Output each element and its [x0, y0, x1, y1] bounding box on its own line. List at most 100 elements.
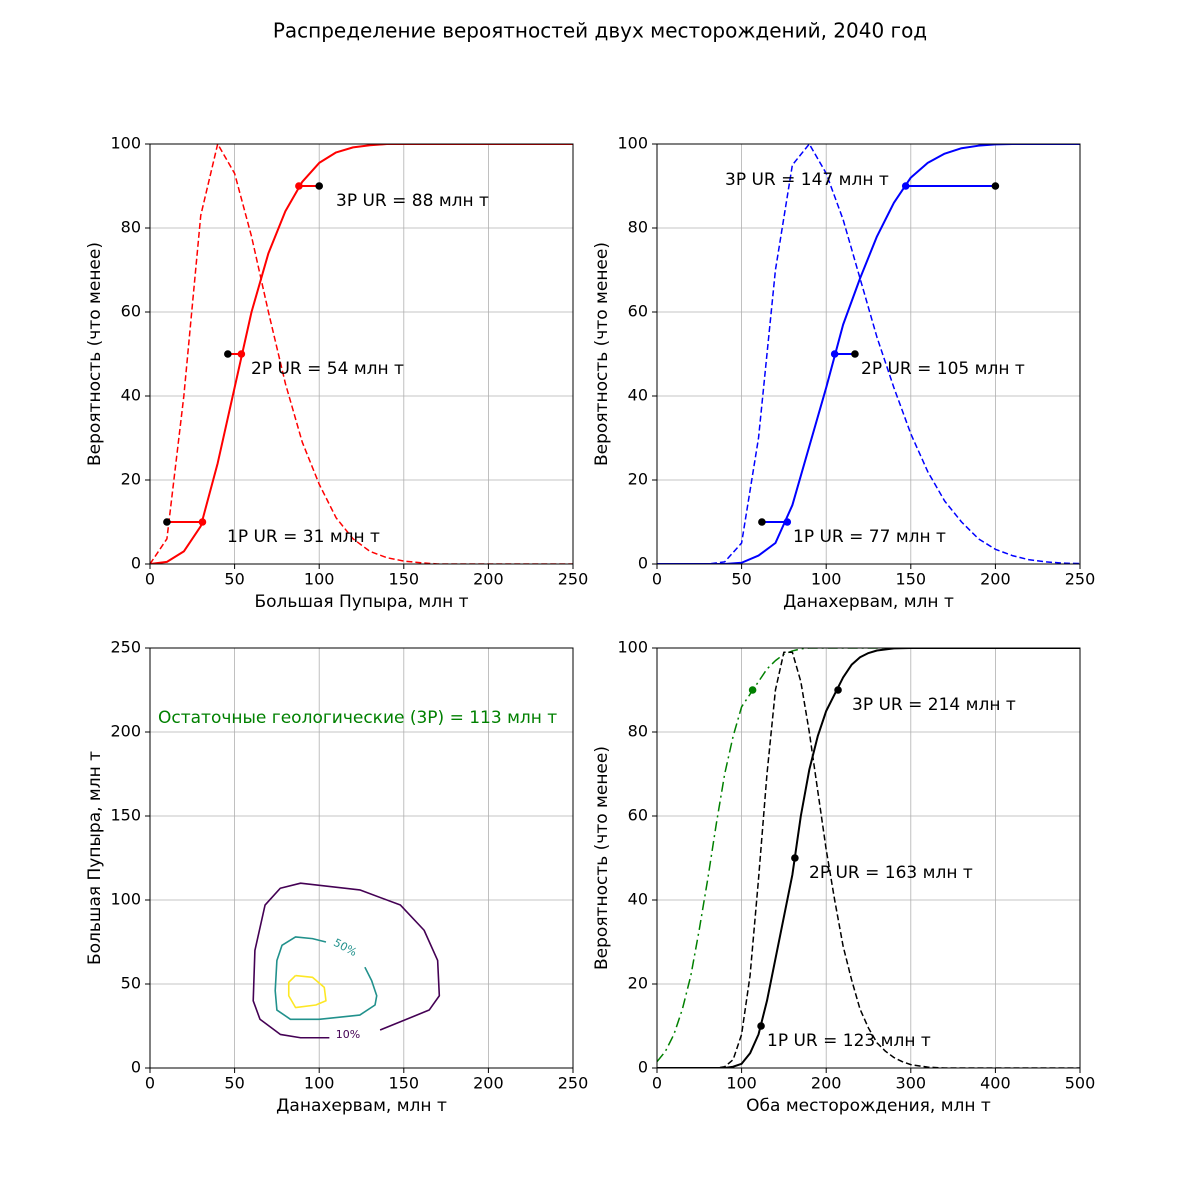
y-tick-label: 100 [110, 890, 141, 909]
x-tick-label: 150 [389, 1074, 420, 1093]
y-tick-label: 40 [628, 386, 648, 405]
marker [830, 350, 839, 358]
annotation: 2P UR = 105 млн т [861, 359, 1025, 379]
x-tick-label: 100 [304, 570, 335, 589]
marker [834, 686, 842, 694]
plot-frame [149, 647, 574, 1069]
x-tick-label: 0 [652, 1074, 662, 1093]
marker [163, 518, 171, 526]
x-tick-label: 400 [980, 1074, 1011, 1093]
contour-label: 50% [331, 936, 359, 959]
annotation: 3P UR = 147 млн т [725, 170, 889, 190]
y-tick-label: 60 [628, 302, 648, 321]
curve [657, 144, 1080, 564]
figure-title: Распределение вероятностей двух месторож… [273, 19, 927, 43]
y-tick-label: 100 [110, 134, 141, 153]
annotation: 2P UR = 163 млн т [809, 863, 973, 883]
y-tick-label: 80 [628, 722, 648, 741]
y-tick-label: 60 [121, 302, 141, 321]
y-tick-label: 200 [110, 722, 141, 741]
x-tick-label: 500 [1065, 1074, 1096, 1093]
x-tick-label: 200 [473, 570, 504, 589]
y-tick-label: 0 [638, 554, 648, 573]
contour-label: 10% [336, 1028, 360, 1041]
marker [224, 350, 232, 358]
x-tick-label: 200 [811, 1074, 842, 1093]
marker [783, 518, 792, 526]
marker [198, 518, 207, 526]
curve [657, 648, 1080, 1068]
x-tick-label: 250 [558, 1074, 589, 1093]
marker [758, 518, 766, 526]
marker [851, 350, 859, 358]
y-axis-label: Большая Пупыра, млн т [85, 751, 105, 965]
subplot: 0 100 200 300 400 500 0 20 40 60 80 100 Оба месторож… [592, 638, 1095, 1117]
plot-frame [656, 143, 1081, 565]
y-tick-label: 50 [121, 974, 141, 993]
x-tick-label: 150 [389, 570, 420, 589]
marker [237, 350, 246, 358]
y-tick-label: 20 [628, 974, 648, 993]
marker [748, 686, 757, 694]
y-tick-label: 80 [628, 218, 648, 237]
marker [991, 182, 1000, 190]
curve [150, 144, 573, 564]
annotation: 3P UR = 88 млн т [336, 191, 489, 211]
x-tick-label: 50 [731, 570, 751, 589]
annotation: 1P UR = 31 млн т [227, 527, 380, 547]
marker [791, 854, 799, 862]
y-tick-label: 20 [628, 470, 648, 489]
x-axis-label: Большая Пупыра, млн т [254, 592, 468, 612]
x-tick-label: 100 [726, 1074, 757, 1093]
x-tick-label: 0 [145, 570, 155, 589]
annotation: 2P UR = 54 млн т [251, 359, 404, 379]
annotation: 3P UR = 214 млн т [852, 695, 1016, 715]
x-tick-label: 50 [224, 1074, 244, 1093]
curve [657, 144, 1080, 564]
annotation: 1P UR = 77 млн т [793, 527, 946, 547]
contour-line [252, 882, 441, 1039]
y-tick-label: 40 [628, 890, 648, 909]
x-tick-label: 150 [896, 570, 927, 589]
y-axis-label: Вероятность (что менее) [592, 242, 612, 466]
marker [901, 182, 910, 190]
x-axis-label: Данахервам, млн т [276, 1096, 447, 1116]
y-tick-label: 0 [131, 554, 141, 573]
x-tick-label: 100 [304, 1074, 335, 1093]
y-tick-label: 20 [121, 470, 141, 489]
subplot: 0 50 100 150 200 250 0 20 40 60 80 100 Большая Пупыр… [85, 134, 588, 613]
curve [150, 144, 573, 564]
contour-line [287, 974, 327, 1009]
x-tick-label: 200 [473, 1074, 504, 1093]
x-tick-label: 250 [1065, 570, 1096, 589]
marker [315, 182, 324, 190]
y-axis-label: Вероятность (что менее) [85, 242, 105, 466]
x-tick-label: 0 [652, 570, 662, 589]
annotation: 1P UR = 123 млн т [767, 1031, 931, 1051]
contour-line [274, 936, 378, 1021]
curve [657, 648, 1080, 1063]
x-tick-label: 50 [224, 570, 244, 589]
y-tick-label: 0 [638, 1058, 648, 1077]
plot-area [657, 144, 1080, 564]
plot-area [657, 648, 1080, 1068]
y-tick-label: 250 [110, 638, 141, 657]
plot-frame [149, 143, 574, 565]
plot-frame [656, 647, 1081, 1069]
y-axis-label: Вероятность (что менее) [592, 746, 612, 970]
y-tick-label: 150 [110, 806, 141, 825]
x-tick-label: 100 [811, 570, 842, 589]
x-tick-label: 250 [558, 570, 589, 589]
curve [657, 651, 1080, 1068]
annotation: Остаточные геологические (3P) = 113 млн … [158, 708, 557, 728]
plot-area [252, 882, 441, 1039]
x-tick-label: 0 [145, 1074, 155, 1093]
y-tick-label: 60 [628, 806, 648, 825]
x-axis-label: Оба месторождения, млн т [746, 1096, 991, 1116]
y-tick-label: 40 [121, 386, 141, 405]
x-tick-label: 300 [896, 1074, 927, 1093]
y-tick-label: 0 [131, 1058, 141, 1077]
x-tick-label: 200 [980, 570, 1011, 589]
y-tick-label: 100 [617, 134, 648, 153]
